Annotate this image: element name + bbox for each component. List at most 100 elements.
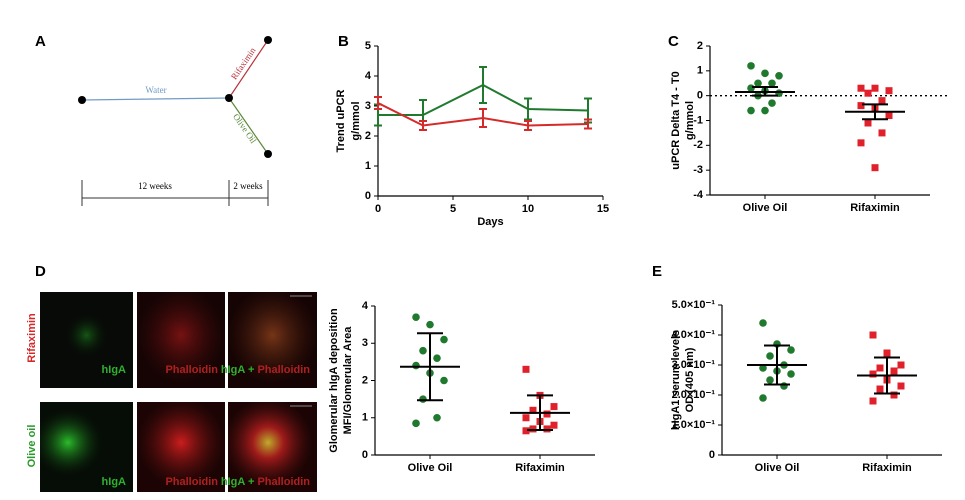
point — [864, 89, 872, 97]
x-axis-label: Days — [477, 216, 503, 228]
y-tick-label: 1 — [697, 65, 703, 77]
y-tick-label: 1 — [362, 412, 368, 424]
x-tick-label: Rifaximin — [850, 202, 900, 214]
y-tick-label: 2 — [697, 40, 703, 52]
error-bar — [479, 108, 487, 128]
y-axis-label: uPCR Delta T4 - T0 — [670, 71, 682, 169]
point — [522, 427, 530, 435]
point — [419, 346, 427, 355]
node — [264, 36, 272, 44]
y-tick-label: 4.0×10⁻¹ — [672, 329, 716, 341]
x-tick-label: Rifaximin — [862, 462, 912, 474]
y-tick-label: 3 — [365, 100, 371, 112]
point — [768, 99, 776, 107]
stain-label: hIgA — [102, 364, 126, 376]
y-tick-label: 5.0×10⁻¹ — [672, 299, 716, 311]
point — [412, 419, 420, 428]
point — [761, 69, 769, 78]
error-bar — [584, 118, 592, 130]
micrograph-signal — [228, 402, 317, 492]
point — [759, 394, 767, 402]
point — [885, 112, 893, 120]
panel-label: B — [338, 33, 349, 50]
point — [876, 364, 884, 372]
error-bar — [374, 96, 382, 110]
point — [857, 102, 865, 110]
y-axis-label: OD (405 nm) — [684, 347, 696, 412]
rifaximin-branch — [228, 39, 269, 99]
point — [878, 129, 886, 137]
point — [871, 84, 879, 92]
point — [426, 320, 434, 329]
x-tick-label: 5 — [450, 203, 456, 215]
y-tick-label: 0 — [709, 449, 715, 461]
point — [550, 421, 558, 429]
point — [775, 72, 783, 80]
panel-label: A — [35, 33, 46, 50]
point — [869, 370, 877, 378]
point — [412, 313, 420, 321]
point — [747, 84, 755, 93]
y-axis-label: MFI/Glomerular Area — [342, 326, 354, 435]
y-axis-label: g/mmol — [350, 101, 362, 140]
y-axis-label: hIgA1 serum levels — [670, 330, 682, 430]
micrograph-signal — [40, 292, 133, 388]
y-tick-label: 0 — [697, 90, 703, 102]
error-bar — [479, 66, 487, 104]
x-tick-label: 0 — [375, 203, 381, 215]
y-tick-label: -2 — [693, 139, 703, 151]
point — [883, 349, 891, 357]
y-tick-label: 5 — [365, 40, 371, 52]
point — [878, 97, 886, 105]
y-tick-label: 2.0×10⁻¹ — [672, 389, 716, 401]
point — [543, 425, 551, 433]
y-axis-label: Trend uPCR — [335, 89, 347, 152]
x-tick-label: Olive Oil — [755, 462, 800, 474]
point — [869, 331, 877, 339]
point — [440, 335, 448, 344]
point — [747, 62, 755, 70]
stain-label: Phalloidin — [165, 476, 218, 488]
point — [876, 385, 884, 393]
olive-branch — [228, 97, 269, 155]
micrograph-signal — [137, 402, 225, 492]
point — [433, 354, 441, 362]
point — [754, 79, 762, 88]
micrograph-signal — [40, 402, 133, 492]
point — [433, 413, 441, 422]
row-label: Olive oil — [26, 425, 38, 468]
stain-label: Phalloidin — [165, 364, 218, 376]
merge-label: hIgA + Phalloidin — [221, 364, 310, 376]
y-axis-label: Glomerular hIgA deposition — [328, 308, 340, 453]
y-tick-label: 4 — [365, 70, 372, 82]
point — [419, 395, 427, 403]
node — [264, 150, 272, 158]
y-tick-label: 1.0×10⁻¹ — [672, 419, 716, 431]
panel-d-images: D Rifaximin Olive oil hIgA Phalloidin hI… — [26, 263, 317, 492]
point — [787, 370, 795, 378]
y-tick-label: 0 — [362, 449, 368, 461]
panel-a: A Water Rifaximin Olive Oil 12 weeks 2 w… — [35, 33, 272, 206]
point — [412, 361, 420, 370]
error-bar — [524, 97, 532, 121]
point — [543, 410, 551, 418]
point — [871, 164, 879, 172]
merge-label: hIgA + Phalloidin — [221, 476, 310, 488]
point — [766, 352, 774, 360]
point — [522, 365, 530, 373]
panel-label: C — [668, 33, 679, 50]
micrograph-signal — [228, 292, 317, 388]
stain: Phalloidin — [257, 476, 310, 488]
branch-label: Water — [145, 85, 166, 95]
point — [780, 382, 788, 390]
point — [747, 106, 755, 115]
point — [890, 391, 898, 399]
water-branch — [81, 97, 230, 101]
x-tick-label: 10 — [522, 203, 534, 215]
branch-label: Olive Oil — [231, 112, 259, 146]
point — [766, 376, 774, 384]
x-tick-label: 15 — [597, 203, 609, 215]
y-tick-label: 2 — [365, 130, 371, 142]
